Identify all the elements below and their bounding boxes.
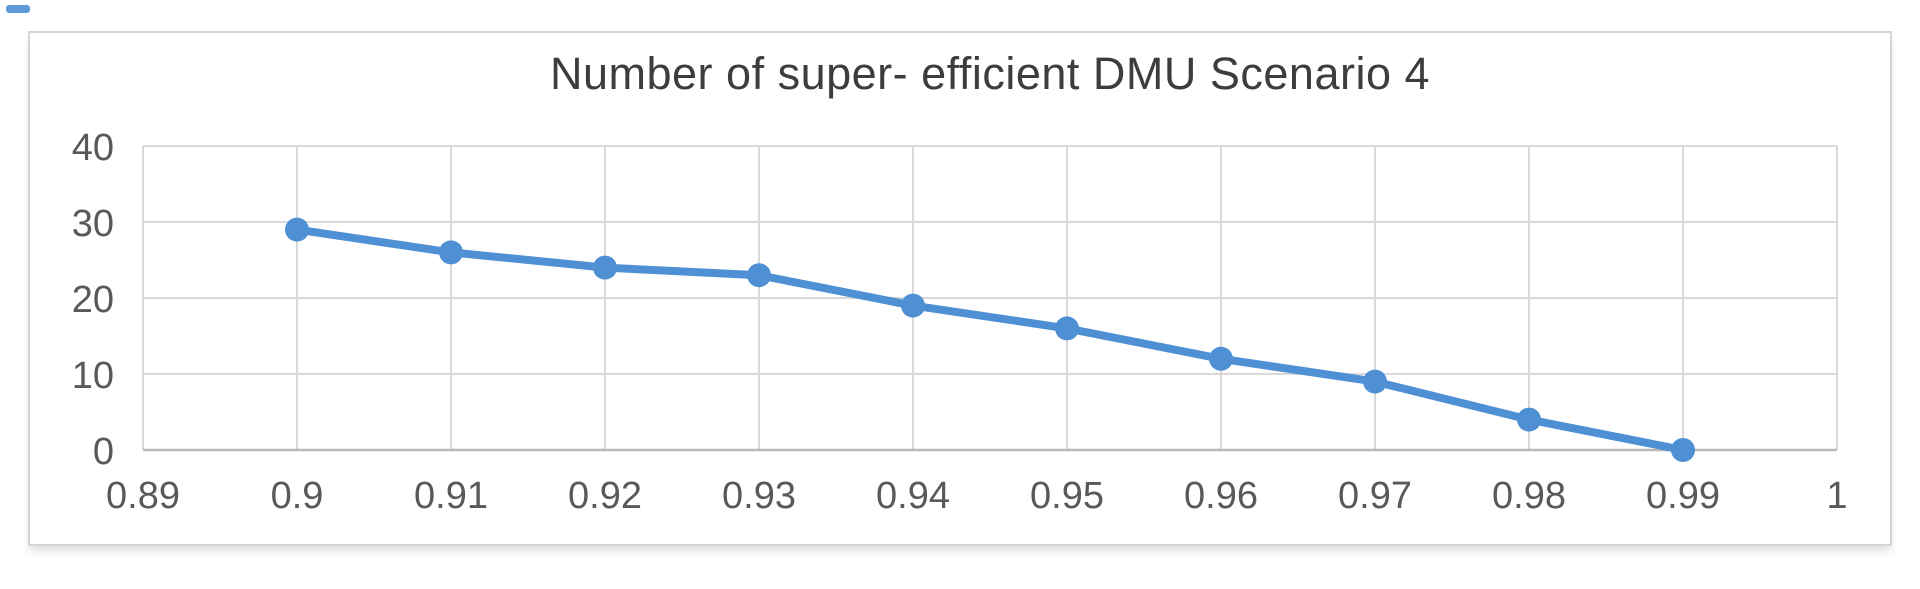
- x-axis-tick-label: 0.94: [876, 475, 950, 517]
- data-point-marker: [1671, 438, 1695, 462]
- x-axis-tick-label: 0.92: [568, 475, 642, 517]
- x-axis-tick-label: 1: [1826, 475, 1847, 517]
- y-axis-tick-label: 40: [72, 127, 114, 169]
- x-axis-tick-label: 0.99: [1646, 475, 1720, 517]
- data-point-marker: [1363, 369, 1387, 394]
- x-axis-tick-label: 0.97: [1338, 475, 1412, 517]
- x-axis-tick-label: 0.95: [1030, 475, 1104, 517]
- x-axis-tick-label: 0.89: [106, 475, 180, 517]
- x-axis-tick-label: 0.98: [1492, 475, 1566, 517]
- data-point-marker: [1055, 316, 1079, 341]
- x-axis-tick-label: 0.93: [722, 475, 796, 517]
- y-axis-tick-label: 20: [72, 279, 114, 321]
- y-axis-tick-label: 0: [93, 431, 114, 473]
- data-series-line: [293, 225, 1687, 454]
- data-point-marker: [747, 263, 771, 288]
- y-axis-tick-label: 30: [72, 203, 114, 245]
- data-point-marker: [439, 240, 463, 265]
- x-axis-tick-label: 0.91: [414, 475, 488, 517]
- data-point-marker: [593, 255, 617, 280]
- data-point-marker: [285, 217, 309, 242]
- y-axis-tick-label: 10: [72, 355, 114, 397]
- data-point-marker: [1517, 407, 1541, 432]
- data-point-marker: [1209, 346, 1233, 371]
- data-point-marker: [901, 293, 925, 318]
- x-axis-tick-label: 0.96: [1184, 475, 1258, 517]
- blue-artifact-mark: [6, 5, 30, 13]
- x-axis-tick-label: 0.9: [271, 475, 324, 517]
- chart-title: Number of super- efficient DMU Scenario …: [549, 48, 1431, 99]
- chart-frame: [28, 31, 1892, 546]
